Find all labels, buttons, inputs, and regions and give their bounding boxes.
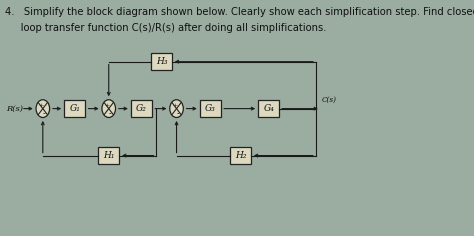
Text: +: + bbox=[104, 103, 109, 108]
Text: H₃: H₃ bbox=[156, 57, 167, 66]
Text: C(s): C(s) bbox=[321, 96, 337, 104]
Bar bbox=[151, 53, 172, 70]
Text: R(s): R(s) bbox=[6, 105, 23, 113]
Text: +: + bbox=[172, 103, 177, 108]
Bar bbox=[230, 147, 251, 164]
Bar bbox=[258, 100, 279, 117]
Text: H₂: H₂ bbox=[235, 151, 246, 160]
Text: 4.   Simplify the block diagram shown below. Clearly show each simplification st: 4. Simplify the block diagram shown belo… bbox=[5, 7, 474, 17]
Text: H₁: H₁ bbox=[103, 151, 115, 160]
Bar bbox=[99, 147, 119, 164]
Text: loop transfer function C(s)/R(s) after doing all simplifications.: loop transfer function C(s)/R(s) after d… bbox=[5, 23, 327, 33]
Text: +: + bbox=[38, 103, 44, 108]
Text: G₂: G₂ bbox=[136, 104, 147, 113]
Text: -: - bbox=[176, 109, 179, 118]
Bar bbox=[64, 100, 85, 117]
Text: G₃: G₃ bbox=[205, 104, 216, 113]
Bar bbox=[131, 100, 152, 117]
Bar bbox=[200, 100, 221, 117]
Circle shape bbox=[102, 100, 116, 118]
Text: -: - bbox=[43, 109, 45, 118]
Text: G₁: G₁ bbox=[69, 104, 80, 113]
Circle shape bbox=[36, 100, 50, 118]
Text: -: - bbox=[109, 109, 111, 118]
Circle shape bbox=[170, 100, 183, 118]
Text: G₄: G₄ bbox=[264, 104, 274, 113]
